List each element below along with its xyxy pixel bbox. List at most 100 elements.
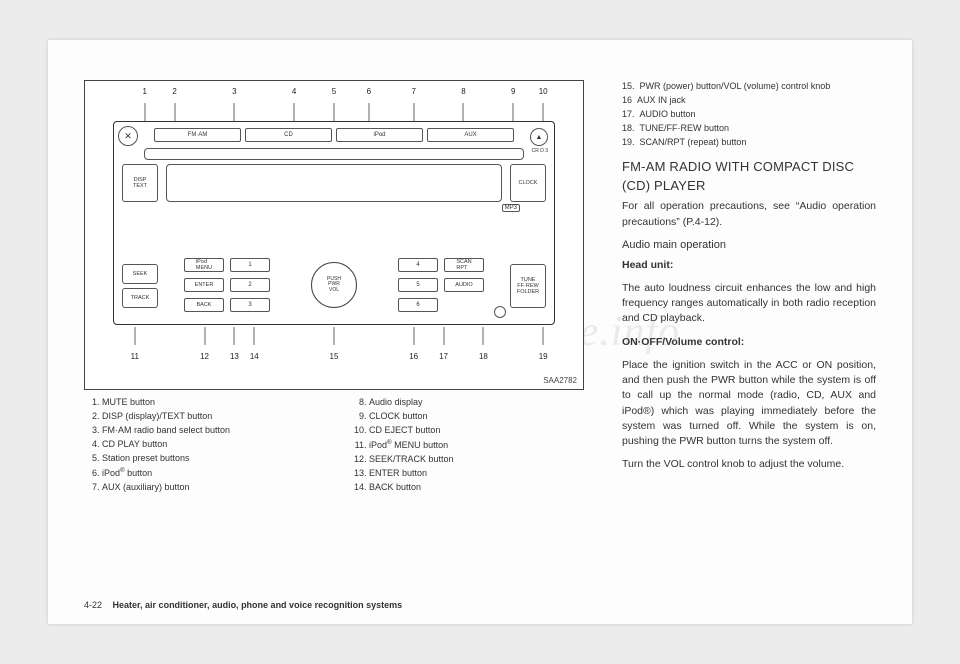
legend-item: iPod® button xyxy=(102,466,327,481)
legend-continued: 15. PWR (power) button/VOL (volume) cont… xyxy=(622,80,876,150)
manual-page: carmanualsonline.info 12345678910 111213… xyxy=(48,40,912,624)
legend-item: 17. AUDIO button xyxy=(622,108,876,122)
eject-icon: ▲ xyxy=(530,128,548,146)
legend-item: CD EJECT button xyxy=(369,424,594,438)
callout-line xyxy=(443,327,444,345)
page-footer: 4-22 Heater, air conditioner, audio, pho… xyxy=(84,600,402,610)
callout-line xyxy=(254,327,255,345)
legend-item: 18. TUNE/FF·REW button xyxy=(622,122,876,136)
callout-number: 8 xyxy=(461,87,465,96)
preset-5: 5 xyxy=(398,278,438,292)
legend-item: AUX (auxiliary) button xyxy=(102,481,327,495)
callout-number: 16 xyxy=(409,352,418,361)
legend-item: BACK button xyxy=(369,481,594,495)
cdrom-badge: CR D 3 xyxy=(532,148,548,154)
left-column: 12345678910 111213141516171819 ✕ ▲ CR D … xyxy=(84,80,594,604)
section-intro: For all operation precautions, see “Audi… xyxy=(622,199,876,229)
callout-number: 17 xyxy=(439,352,448,361)
callout-number: 5 xyxy=(332,87,336,96)
callout-line xyxy=(234,103,235,121)
ipod-menu-button: iPod MENU xyxy=(184,258,224,272)
legend-item: CD PLAY button xyxy=(102,438,327,452)
callout-line xyxy=(543,103,544,121)
legend-item: FM·AM radio band select button xyxy=(102,424,327,438)
callout-line xyxy=(204,327,205,345)
callout-line xyxy=(368,103,369,121)
legend-item: 19. SCAN/RPT (repeat) button xyxy=(622,136,876,150)
callout-line xyxy=(234,327,235,345)
source-button: AUX xyxy=(427,128,514,142)
radio-diagram: 12345678910 111213141516171819 ✕ ▲ CR D … xyxy=(84,80,584,390)
legend-item: CLOCK button xyxy=(369,410,594,424)
legend-item: 15. PWR (power) button/VOL (volume) cont… xyxy=(622,80,876,94)
callout-line xyxy=(144,103,145,121)
callout-line xyxy=(413,103,414,121)
callout-number: 10 xyxy=(539,87,548,96)
callout-number: 7 xyxy=(411,87,415,96)
legend-list-left: MUTE buttonDISP (display)/TEXT buttonFM·… xyxy=(84,396,327,495)
legend-item: iPod® MENU button xyxy=(369,438,594,453)
legend-list-right: Audio displayCLOCK buttonCD EJECT button… xyxy=(351,396,594,495)
preset-6: 6 xyxy=(398,298,438,312)
disp-text-button: DISP TEXT xyxy=(122,164,158,202)
callout-line xyxy=(294,103,295,121)
callout-line xyxy=(334,327,335,345)
chapter-title: Heater, air conditioner, audio, phone an… xyxy=(113,600,403,610)
legend-item: Audio display xyxy=(369,396,594,410)
callout-number: 4 xyxy=(292,87,296,96)
callout-line xyxy=(463,103,464,121)
source-button: FM·AM xyxy=(154,128,241,142)
callout-number: 13 xyxy=(230,352,239,361)
right-column: 15. PWR (power) button/VOL (volume) cont… xyxy=(622,80,876,604)
legend-item: MUTE button xyxy=(102,396,327,410)
legend-item: Station preset buttons xyxy=(102,452,327,466)
aux-jack xyxy=(494,306,506,318)
callout-line xyxy=(483,327,484,345)
subheading-audio-main: Audio main operation xyxy=(622,238,876,254)
callout-line xyxy=(413,327,414,345)
back-button: BACK xyxy=(184,298,224,312)
audio-display xyxy=(166,164,502,202)
mute-icon: ✕ xyxy=(118,126,138,146)
image-id: SAA2782 xyxy=(543,376,577,385)
callout-number: 12 xyxy=(200,352,209,361)
source-button-row: FM·AM CD iPod AUX xyxy=(154,128,514,142)
callout-number: 14 xyxy=(250,352,259,361)
onoff-text: Place the ignition switch in the ACC or … xyxy=(622,358,876,449)
tune-button: TUNE FF·REW FOLDER xyxy=(510,264,546,308)
legend-item: SEEK/TRACK button xyxy=(369,453,594,467)
callout-number: 18 xyxy=(479,352,488,361)
bottom-callouts: 11 12 13 14 15 16 17 18 19 xyxy=(85,331,583,361)
legend-item: DISP (display)/TEXT button xyxy=(102,410,327,424)
radio-faceplate: ✕ ▲ CR D 3 FM·AM CD iPod AUX DISP TEXT CLOC… xyxy=(113,121,555,325)
diagram-legend: MUTE buttonDISP (display)/TEXT buttonFM·… xyxy=(84,396,594,495)
callout-line xyxy=(513,103,514,121)
preset-1: 1 xyxy=(230,258,270,272)
head-unit-text: The auto loudness circuit enhances the l… xyxy=(622,281,876,327)
head-unit-label: Head unit: xyxy=(622,259,673,271)
clock-button: CLOCK xyxy=(510,164,546,202)
callout-number: 19 xyxy=(539,352,548,361)
callout-number: 6 xyxy=(367,87,371,96)
two-column-layout: 12345678910 111213141516171819 ✕ ▲ CR D … xyxy=(84,80,876,604)
source-button: iPod xyxy=(336,128,423,142)
preset-4: 4 xyxy=(398,258,438,272)
cd-slot xyxy=(144,148,524,160)
preset-2: 2 xyxy=(230,278,270,292)
callout-number: 15 xyxy=(330,352,339,361)
source-button: CD xyxy=(245,128,332,142)
top-callouts: 12345678910 xyxy=(85,87,583,117)
callout-number: 1 xyxy=(143,87,147,96)
seek-button: SEEK xyxy=(122,264,158,284)
page-number: 4-22 xyxy=(84,600,102,610)
section-heading: FM-AM RADIO WITH COMPACT DISC (CD) PLAYE… xyxy=(622,158,876,196)
onoff-label: ON·OFF/Volume control: xyxy=(622,336,744,348)
callout-number: 9 xyxy=(511,87,515,96)
callout-line xyxy=(174,103,175,121)
mp3-badge: MP3 xyxy=(502,204,520,212)
vol-text: Turn the VOL control knob to adjust the … xyxy=(622,457,876,472)
preset-cluster: iPod MENU 1 4 SCAN RPT ENTER 2 5 AUDIO B… xyxy=(184,258,484,310)
callout-number: 11 xyxy=(131,352,139,361)
scan-rpt-button: SCAN RPT xyxy=(444,258,484,272)
audio-button-label: AUDIO xyxy=(444,278,484,292)
